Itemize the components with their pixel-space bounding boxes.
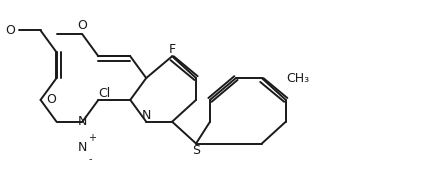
Text: N: N [141,109,151,122]
Text: O: O [5,24,15,37]
Text: +: + [88,133,96,143]
Text: O: O [78,19,87,33]
Text: S: S [192,143,200,157]
Text: F: F [168,43,176,56]
Text: Cl: Cl [98,87,111,100]
Text: CH₃: CH₃ [286,72,309,85]
Text: O: O [47,93,57,106]
Text: N: N [78,141,87,154]
Text: N: N [78,115,87,128]
Text: -: - [88,154,92,164]
